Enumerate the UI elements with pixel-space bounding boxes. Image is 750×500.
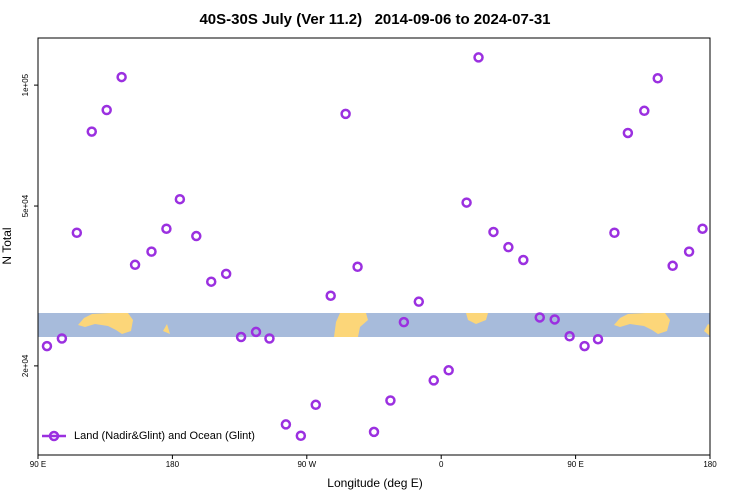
point	[385, 395, 396, 406]
point	[639, 105, 650, 117]
point	[683, 246, 695, 257]
point	[129, 259, 141, 271]
point	[461, 197, 472, 208]
point	[205, 276, 217, 287]
point	[71, 227, 83, 238]
land	[163, 324, 170, 334]
point	[534, 312, 546, 323]
x-axis-label: Longitude (deg E)	[327, 476, 422, 490]
point	[174, 193, 186, 205]
land	[78, 313, 133, 334]
legend-marker	[48, 430, 60, 442]
point	[473, 52, 484, 63]
land	[704, 324, 710, 336]
point	[264, 333, 275, 344]
y-tick-label: 5e+04	[21, 194, 30, 217]
x-tick-label: 180	[703, 460, 717, 469]
point	[697, 223, 708, 234]
x-tick-label: 0	[439, 460, 444, 469]
point	[191, 230, 202, 242]
point	[280, 419, 292, 430]
point	[220, 268, 232, 280]
point	[101, 104, 112, 116]
land	[334, 313, 368, 337]
point	[592, 333, 604, 345]
map-band	[38, 313, 710, 337]
point	[86, 126, 98, 137]
point	[161, 223, 172, 234]
point	[428, 375, 439, 386]
point	[413, 296, 425, 307]
point	[295, 430, 307, 441]
point	[398, 316, 410, 328]
point	[310, 399, 322, 411]
point	[622, 127, 634, 139]
point	[235, 331, 247, 343]
x-tick-label: 90 W	[297, 460, 316, 469]
point	[41, 340, 53, 352]
plot-frame	[37, 37, 711, 456]
point	[488, 226, 499, 238]
y-axis-label: N Total	[0, 227, 14, 264]
land	[614, 313, 670, 334]
chart-title: 40S-30S July (Ver 11.2) 2014-09-06 to 20…	[199, 11, 550, 28]
point	[368, 426, 380, 438]
point	[549, 314, 560, 325]
point	[667, 260, 678, 272]
y-tick-label: 1e+05	[21, 73, 30, 96]
point	[325, 290, 336, 301]
point	[518, 254, 529, 266]
point	[56, 333, 68, 344]
legend-label: Land (Nadir&Glint) and Ocean (Glint)	[74, 430, 255, 442]
point	[564, 331, 575, 342]
land	[466, 313, 488, 324]
point	[652, 73, 663, 84]
y-tick-label: 2e+04	[21, 354, 30, 377]
x-tick-label: 180	[166, 460, 180, 469]
point	[443, 365, 454, 376]
point	[146, 246, 157, 257]
x-tick-label: 90 E	[567, 460, 583, 469]
point	[250, 326, 262, 338]
point	[340, 108, 351, 120]
point	[609, 227, 620, 238]
point	[116, 71, 127, 83]
point	[503, 241, 514, 253]
ocean-band	[38, 313, 710, 337]
x-tick-label: 90 E	[30, 460, 46, 469]
point	[352, 261, 363, 273]
point	[579, 340, 590, 352]
